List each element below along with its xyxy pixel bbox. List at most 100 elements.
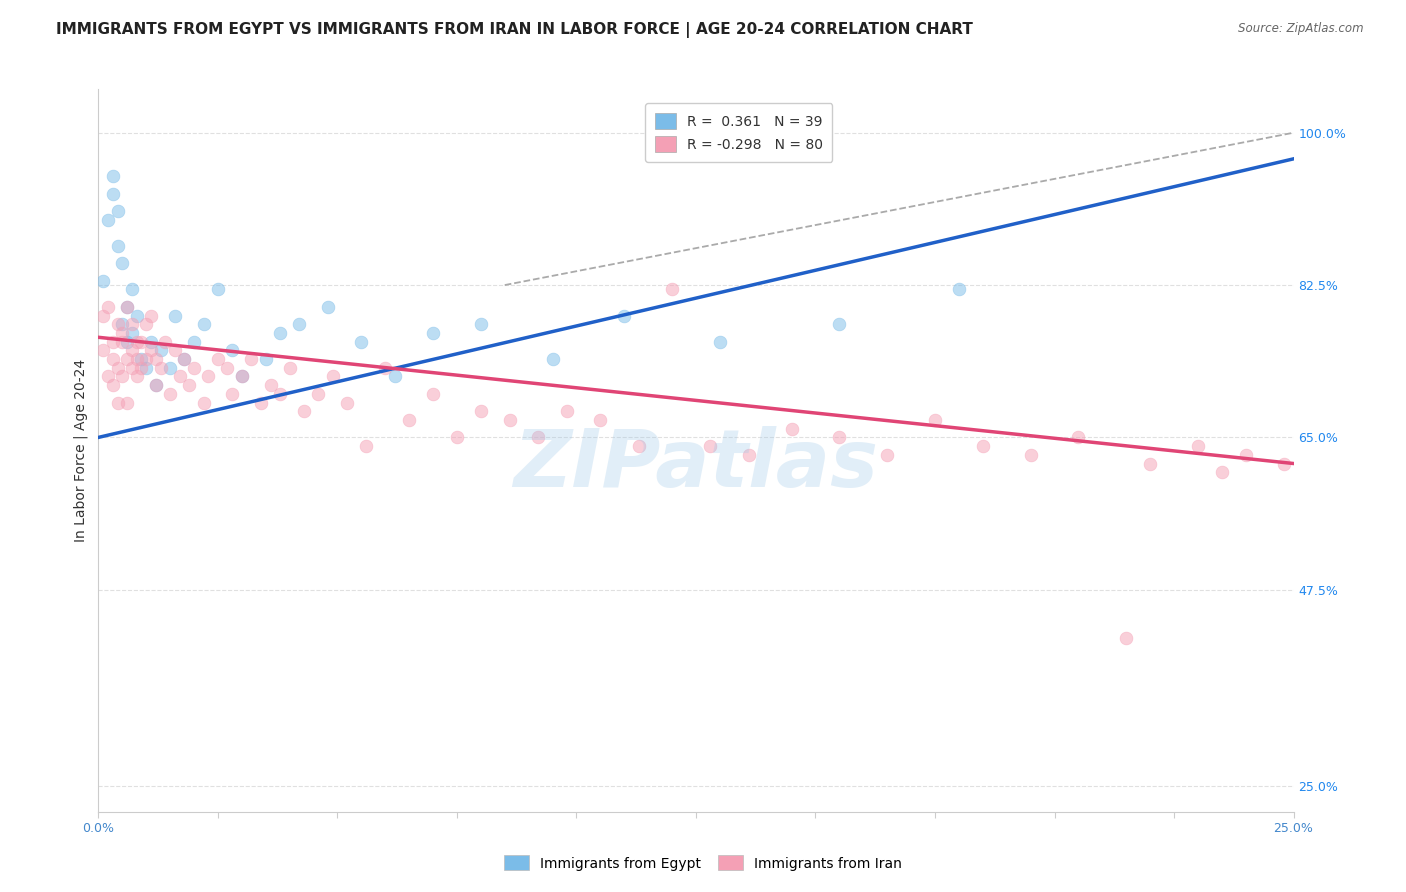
Point — [125, 352, 148, 367]
Point — [470, 404, 492, 418]
Point — [661, 282, 683, 296]
Point — [121, 317, 143, 331]
Point — [159, 360, 181, 375]
Point — [555, 404, 578, 418]
Point — [97, 300, 120, 314]
Point — [288, 317, 311, 331]
Point — [111, 317, 134, 331]
Point — [336, 395, 359, 409]
Point — [107, 317, 129, 331]
Point — [121, 326, 143, 340]
Point — [398, 413, 420, 427]
Point — [627, 439, 650, 453]
Point — [972, 439, 994, 453]
Point — [145, 378, 167, 392]
Point — [527, 430, 550, 444]
Point — [139, 334, 162, 349]
Point — [207, 352, 229, 367]
Point — [111, 369, 134, 384]
Point — [149, 343, 172, 358]
Point — [1067, 430, 1090, 444]
Point — [121, 360, 143, 375]
Point — [135, 352, 157, 367]
Point — [183, 360, 205, 375]
Point — [350, 334, 373, 349]
Point — [101, 186, 124, 201]
Point — [193, 317, 215, 331]
Point — [221, 343, 243, 358]
Point — [125, 309, 148, 323]
Text: ZIPatlas: ZIPatlas — [513, 425, 879, 504]
Point — [91, 343, 114, 358]
Point — [101, 378, 124, 392]
Point — [107, 204, 129, 219]
Point — [111, 326, 134, 340]
Point — [145, 378, 167, 392]
Text: IMMIGRANTS FROM EGYPT VS IMMIGRANTS FROM IRAN IN LABOR FORCE | AGE 20-24 CORRELA: IMMIGRANTS FROM EGYPT VS IMMIGRANTS FROM… — [56, 22, 973, 38]
Point — [145, 352, 167, 367]
Point — [613, 309, 636, 323]
Point — [139, 309, 162, 323]
Point — [924, 413, 946, 427]
Point — [131, 360, 153, 375]
Point — [217, 360, 239, 375]
Point — [193, 395, 215, 409]
Point — [197, 369, 219, 384]
Point — [115, 300, 138, 314]
Point — [179, 378, 201, 392]
Point — [169, 369, 191, 384]
Point — [259, 378, 281, 392]
Point — [828, 430, 851, 444]
Point — [470, 317, 492, 331]
Point — [422, 387, 444, 401]
Point — [446, 430, 468, 444]
Point — [422, 326, 444, 340]
Point — [498, 413, 520, 427]
Point — [589, 413, 612, 427]
Point — [948, 282, 970, 296]
Point — [1115, 631, 1137, 645]
Point — [207, 282, 229, 296]
Point — [111, 256, 134, 270]
Point — [155, 334, 177, 349]
Point — [139, 343, 162, 358]
Point — [135, 317, 157, 331]
Point — [135, 360, 157, 375]
Point — [131, 352, 153, 367]
Point — [231, 369, 253, 384]
Point — [1187, 439, 1209, 453]
Point — [115, 352, 138, 367]
Point — [307, 387, 329, 401]
Point — [173, 352, 195, 367]
Point — [737, 448, 759, 462]
Point — [101, 334, 124, 349]
Point — [374, 360, 396, 375]
Point — [97, 212, 120, 227]
Point — [101, 352, 124, 367]
Point — [107, 239, 129, 253]
Point — [91, 309, 114, 323]
Point — [354, 439, 377, 453]
Point — [221, 387, 243, 401]
Point — [125, 334, 148, 349]
Point — [292, 404, 315, 418]
Point — [699, 439, 721, 453]
Point — [149, 360, 172, 375]
Point — [121, 343, 143, 358]
Point — [384, 369, 406, 384]
Point — [183, 334, 205, 349]
Point — [1272, 457, 1295, 471]
Point — [250, 395, 273, 409]
Point — [121, 282, 143, 296]
Point — [115, 395, 138, 409]
Point — [1139, 457, 1161, 471]
Point — [115, 300, 138, 314]
Point — [780, 422, 803, 436]
Legend: R =  0.361   N = 39, R = -0.298   N = 80: R = 0.361 N = 39, R = -0.298 N = 80 — [645, 103, 832, 161]
Point — [322, 369, 344, 384]
Point — [254, 352, 277, 367]
Point — [828, 317, 851, 331]
Point — [159, 387, 181, 401]
Point — [125, 369, 148, 384]
Point — [163, 343, 186, 358]
